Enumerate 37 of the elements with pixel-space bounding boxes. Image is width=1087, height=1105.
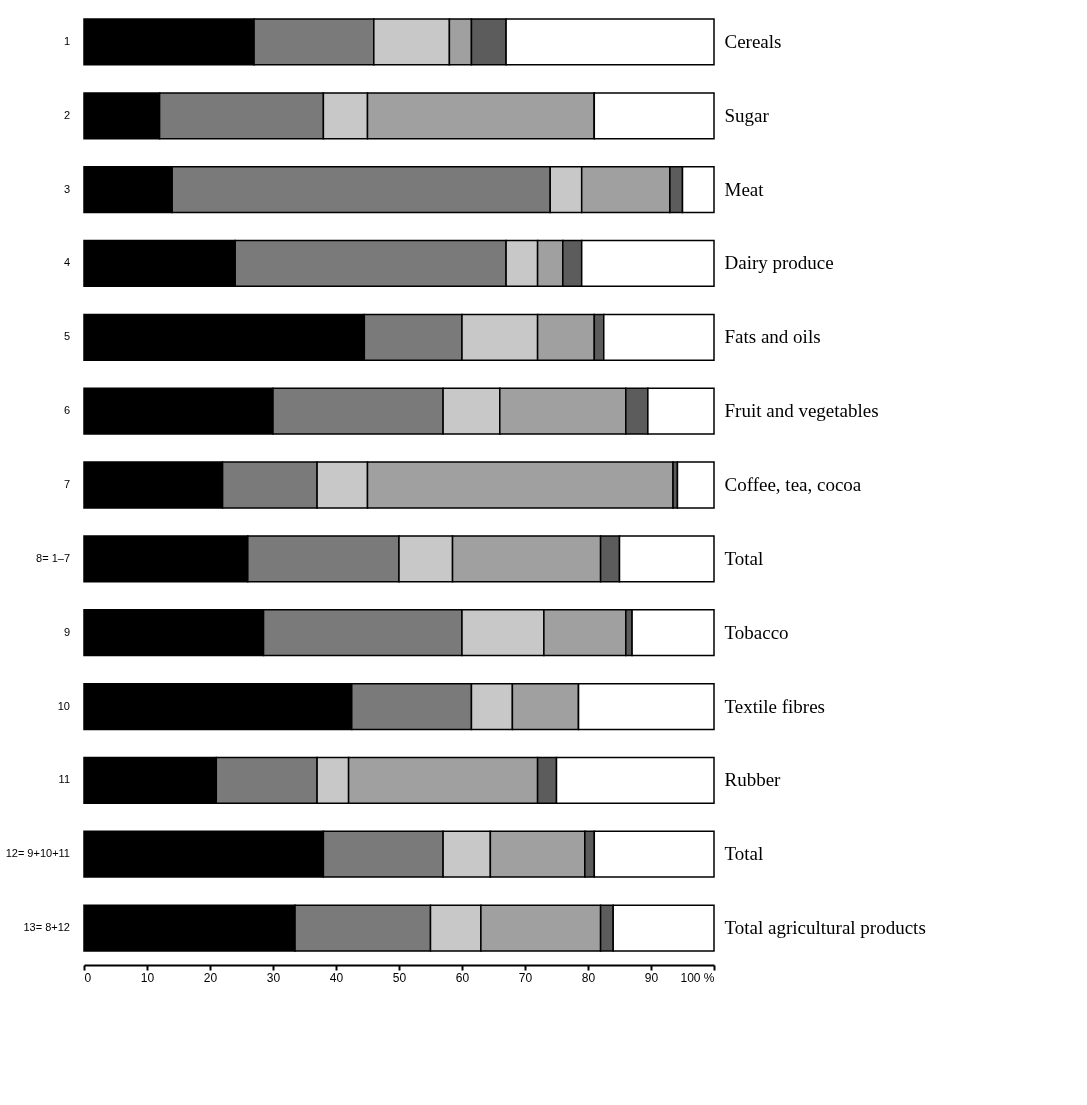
x-tick-label: 70 — [518, 970, 533, 985]
text: 1 — [63, 34, 70, 47]
text: 9 — [63, 625, 70, 638]
x-tick-label: 40 — [329, 970, 344, 985]
text: 5 — [63, 330, 70, 343]
x-tick-label: 90 — [644, 970, 659, 985]
text: 4 — [63, 256, 70, 269]
text: 8= 1–7 — [36, 551, 70, 564]
y-tick-label: Rubber — [724, 769, 782, 791]
x-tick-label: 0 — [84, 970, 92, 985]
x-tick-label: 80 — [581, 970, 596, 985]
y-tick-label: Fats and oils — [724, 326, 821, 348]
text: 10 — [57, 699, 70, 712]
text: 3 — [63, 182, 70, 195]
text: 2 — [63, 108, 70, 121]
x-tick-label: 10 — [140, 970, 155, 985]
y-tick-label: Fruit and vegetables — [724, 400, 879, 422]
text: 6 — [63, 404, 70, 417]
x-tick-label: 100 % — [680, 970, 715, 985]
text: 11 — [58, 773, 70, 786]
text: 13= 8+12 — [23, 921, 70, 934]
y-tick-label: Cereals — [724, 30, 782, 52]
y-tick-label: Tobacco — [724, 621, 789, 643]
y-tick-label: Dairy produce — [724, 252, 834, 274]
x-tick-label: 60 — [455, 970, 470, 985]
y-tick-label: Meat — [724, 178, 765, 200]
y-tick-label: Textile fibres — [724, 695, 825, 717]
y-tick-label: Sugar — [724, 104, 770, 126]
text: 12= 9+10+11 — [5, 847, 70, 860]
y-tick-label: Total agricultural products — [724, 917, 926, 939]
y-tick-label: Total — [724, 547, 764, 569]
x-tick-label: 50 — [392, 970, 407, 985]
text: 7 — [63, 478, 70, 490]
x-tick-label: 30 — [266, 970, 281, 985]
y-tick-label: Total — [724, 843, 764, 865]
y-tick-label: Coffee, tea, cocoa — [724, 474, 862, 495]
x-tick-label: 20 — [203, 970, 218, 985]
